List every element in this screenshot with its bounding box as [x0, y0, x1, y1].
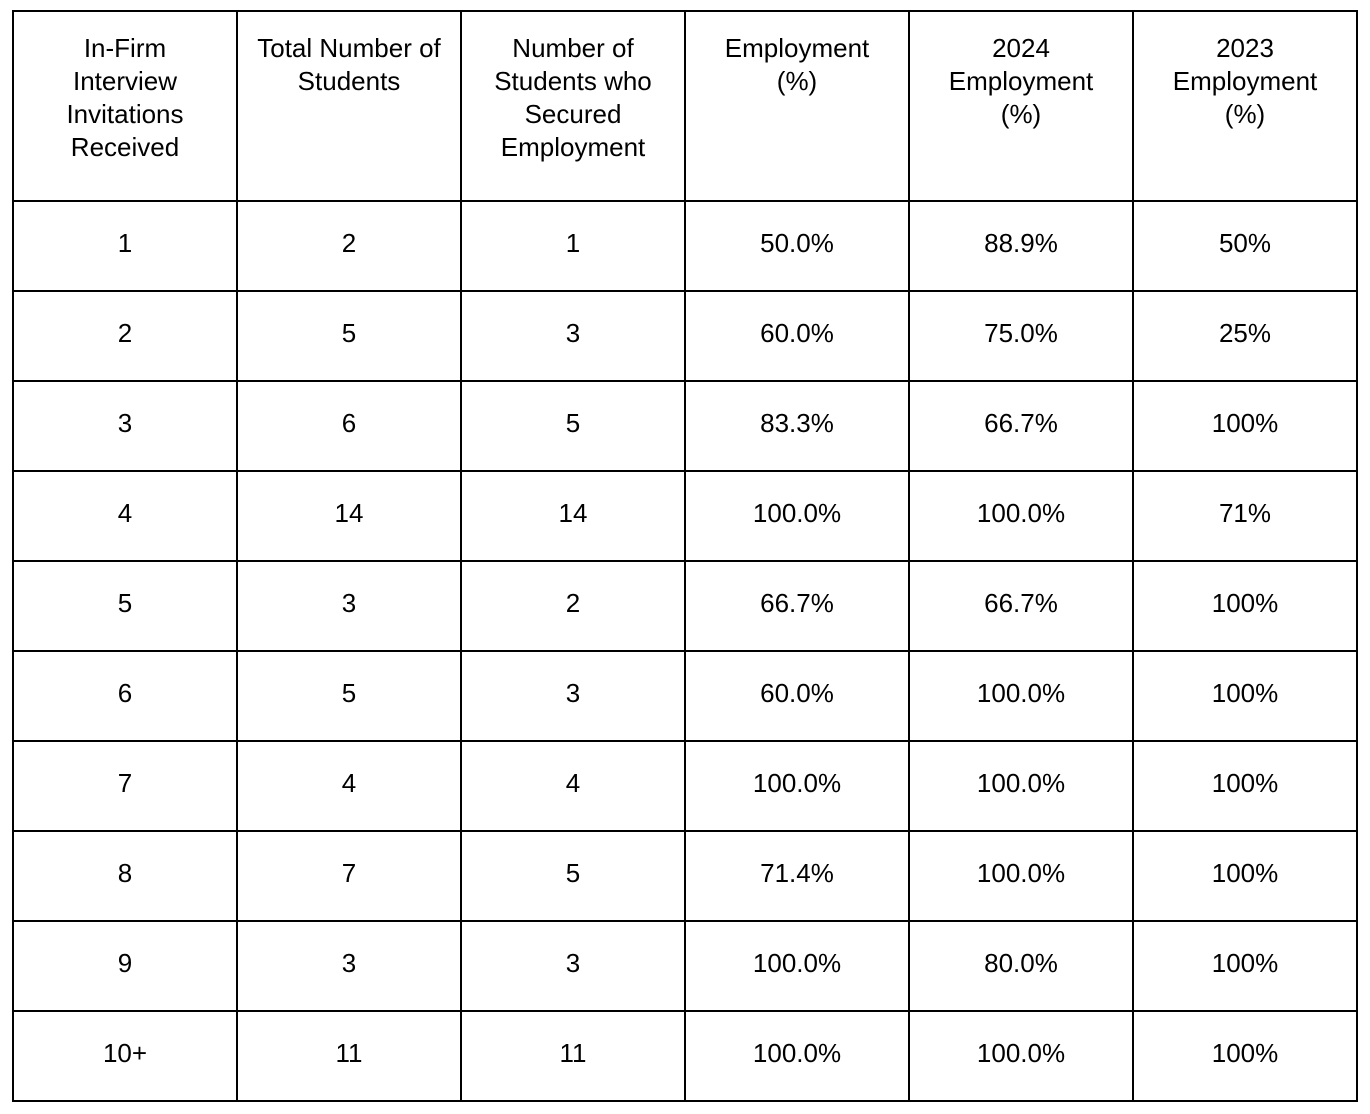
table-cell: 60.0%	[684, 290, 910, 382]
table-cell: 100.0%	[908, 470, 1134, 562]
table-cell: 5	[236, 650, 462, 742]
table-cell: 75.0%	[908, 290, 1134, 382]
table-cell: 71.4%	[684, 830, 910, 922]
table-cell: 14	[236, 470, 462, 562]
employment-table: In-Firm Interview Invitations Received To…	[12, 10, 1358, 1102]
table-cell: 4	[236, 740, 462, 832]
table-cell: 3	[460, 290, 686, 382]
table-cell: 2	[460, 560, 686, 652]
table-cell: 50%	[1132, 200, 1358, 292]
header-cell: Number of Students who Secured Employmen…	[460, 10, 686, 202]
header-cell: 2023 Employment (%)	[1132, 10, 1358, 202]
table-cell: 100.0%	[684, 920, 910, 1012]
table-cell: 100.0%	[908, 1010, 1134, 1102]
table-cell: 8	[12, 830, 238, 922]
table-cell: 1	[460, 200, 686, 292]
table-row: 10+ 11 11 100.0% 100.0% 100%	[12, 1010, 1358, 1102]
table-cell: 11	[460, 1010, 686, 1102]
table-cell: 5	[460, 380, 686, 472]
table-cell: 80.0%	[908, 920, 1134, 1012]
header-row: In-Firm Interview Invitations Received To…	[12, 10, 1358, 202]
table-cell: 2	[12, 290, 238, 382]
table-row: 9 3 3 100.0% 80.0% 100%	[12, 920, 1358, 1012]
table-cell: 11	[236, 1010, 462, 1102]
table-row: 6 5 3 60.0% 100.0% 100%	[12, 650, 1358, 742]
table-cell: 6	[236, 380, 462, 472]
table-cell: 100.0%	[908, 740, 1134, 832]
table-cell: 7	[12, 740, 238, 832]
table-cell: 10+	[12, 1010, 238, 1102]
table-cell: 9	[12, 920, 238, 1012]
table-cell: 5	[12, 560, 238, 652]
table-cell: 83.3%	[684, 380, 910, 472]
table-cell: 7	[236, 830, 462, 922]
table-cell: 100.0%	[684, 1010, 910, 1102]
table-cell: 4	[460, 740, 686, 832]
table-row: 7 4 4 100.0% 100.0% 100%	[12, 740, 1358, 832]
table-cell: 100%	[1132, 1010, 1358, 1102]
table-cell: 100.0%	[908, 650, 1134, 742]
table-cell: 3	[460, 650, 686, 742]
table-cell: 2	[236, 200, 462, 292]
table-cell: 60.0%	[684, 650, 910, 742]
table-row: 4 14 14 100.0% 100.0% 71%	[12, 470, 1358, 562]
table-cell: 100%	[1132, 560, 1358, 652]
table-cell: 66.7%	[684, 560, 910, 652]
table-cell: 6	[12, 650, 238, 742]
table-header: In-Firm Interview Invitations Received To…	[12, 10, 1358, 202]
table-cell: 14	[460, 470, 686, 562]
table-cell: 3	[12, 380, 238, 472]
table-cell: 100%	[1132, 380, 1358, 472]
table-cell: 4	[12, 470, 238, 562]
table-row: 8 7 5 71.4% 100.0% 100%	[12, 830, 1358, 922]
table-cell: 100%	[1132, 920, 1358, 1012]
header-cell: Employment (%)	[684, 10, 910, 202]
table-row: 3 6 5 83.3% 66.7% 100%	[12, 380, 1358, 472]
table-cell: 3	[236, 560, 462, 652]
table-body: 1 2 1 50.0% 88.9% 50% 2 5 3 60.0% 75.0% 25% 3 6 5 83.3%…	[12, 200, 1358, 1102]
table-cell: 100.0%	[684, 470, 910, 562]
table-cell: 100%	[1132, 650, 1358, 742]
table-cell: 100%	[1132, 830, 1358, 922]
table-cell: 71%	[1132, 470, 1358, 562]
table-cell: 66.7%	[908, 560, 1134, 652]
table-cell: 100%	[1132, 740, 1358, 832]
header-cell: Total Number of Students	[236, 10, 462, 202]
table-cell: 25%	[1132, 290, 1358, 382]
header-cell: In-Firm Interview Invitations Received	[12, 10, 238, 202]
table-row: 5 3 2 66.7% 66.7% 100%	[12, 560, 1358, 652]
table-cell: 5	[460, 830, 686, 922]
table-row: 1 2 1 50.0% 88.9% 50%	[12, 200, 1358, 292]
table-cell: 100.0%	[684, 740, 910, 832]
table-cell: 88.9%	[908, 200, 1134, 292]
table-cell: 5	[236, 290, 462, 382]
header-cell: 2024 Employment (%)	[908, 10, 1134, 202]
table-cell: 3	[460, 920, 686, 1012]
table-cell: 50.0%	[684, 200, 910, 292]
table-cell: 100.0%	[908, 830, 1134, 922]
table-row: 2 5 3 60.0% 75.0% 25%	[12, 290, 1358, 382]
table-cell: 3	[236, 920, 462, 1012]
table-cell: 1	[12, 200, 238, 292]
table-cell: 66.7%	[908, 380, 1134, 472]
